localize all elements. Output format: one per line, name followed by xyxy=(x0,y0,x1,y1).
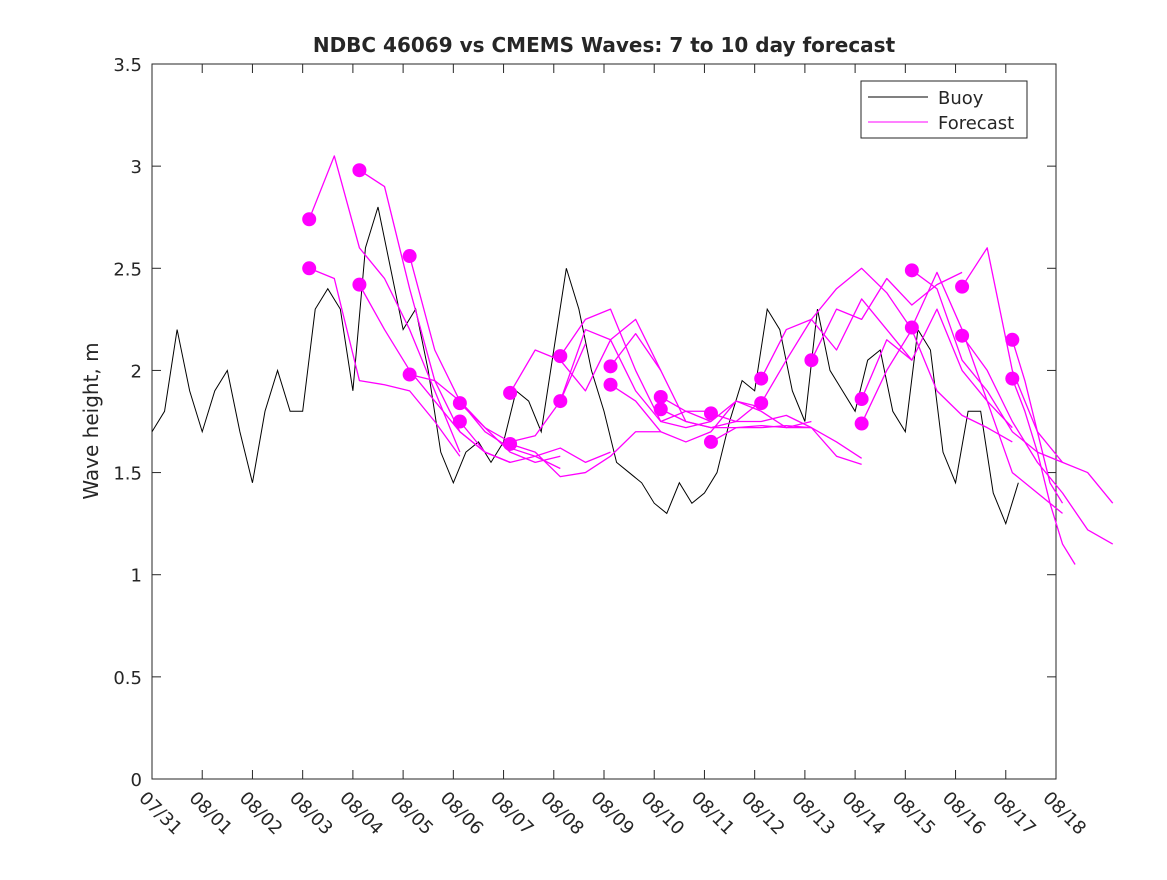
x-tick-label: 08/02 xyxy=(235,788,287,840)
forecast-line xyxy=(509,431,661,478)
forecast-line xyxy=(911,269,1063,463)
forecast-start-marker xyxy=(503,436,518,451)
forecast-start-marker xyxy=(653,402,668,417)
forecast-line xyxy=(710,412,862,459)
forecast-start-marker xyxy=(452,396,467,411)
forecast-start-marker xyxy=(1005,332,1020,347)
forecast-line xyxy=(861,328,1013,443)
forecast-start-marker xyxy=(603,359,618,374)
x-tick-label: 08/11 xyxy=(687,788,739,840)
x-tick-label: 08/16 xyxy=(938,788,990,840)
x-tick-label: 08/10 xyxy=(637,788,689,840)
forecast-line xyxy=(459,421,611,464)
x-tick-label: 08/05 xyxy=(386,788,438,840)
y-tick-label: 0 xyxy=(131,770,142,791)
legend-buoy-label: Buoy xyxy=(938,88,984,109)
forecast-start-marker xyxy=(904,263,919,278)
y-tick-label: 2.5 xyxy=(113,259,142,280)
x-tick-label: 08/13 xyxy=(787,788,839,840)
forecast-start-marker xyxy=(452,414,467,429)
forecast-start-marker xyxy=(955,279,970,294)
forecast-line xyxy=(1011,378,1076,565)
legend-box xyxy=(860,80,1028,139)
forecast-start-marker xyxy=(553,349,568,364)
y-tick-label: 1 xyxy=(131,566,142,587)
y-tick-label: 1.5 xyxy=(113,464,142,485)
forecast-line xyxy=(810,271,963,361)
forecast-start-marker xyxy=(955,328,970,343)
y-tick-label: 3 xyxy=(131,157,142,178)
forecast-start-marker xyxy=(754,396,769,411)
forecast-start-marker xyxy=(854,416,869,431)
x-tick-label: 07/31 xyxy=(134,788,186,840)
forecast-start-marker xyxy=(402,367,417,382)
x-tick-label: 08/06 xyxy=(436,788,488,840)
forecast-line xyxy=(459,343,587,443)
chart-title: NDBC 46069 vs CMEMS Waves: 7 to 10 day f… xyxy=(313,33,896,57)
forecast-start-marker xyxy=(904,320,919,335)
forecast-start-marker xyxy=(603,377,618,392)
forecast-line xyxy=(760,267,913,379)
forecast-line xyxy=(610,333,762,429)
legend: Buoy Forecast xyxy=(860,80,1028,139)
forecast-line xyxy=(911,271,1063,514)
x-tick-label: 08/04 xyxy=(335,788,387,840)
forecast-start-marker xyxy=(352,163,367,178)
forecast-line xyxy=(308,267,461,457)
forecast-line xyxy=(409,255,561,470)
x-tick-label: 08/07 xyxy=(486,788,538,840)
forecast-start-marker xyxy=(553,394,568,409)
forecast-line xyxy=(1011,339,1064,504)
forecast-start-marker xyxy=(402,249,417,264)
forecast-start-marker xyxy=(302,212,317,227)
forecast-line xyxy=(559,308,711,423)
forecast-start-marker xyxy=(754,371,769,386)
forecast-line xyxy=(359,169,511,463)
x-tick-label: 08/15 xyxy=(888,788,940,840)
x-tick-label: 08/03 xyxy=(285,788,337,840)
x-tick-label: 08/09 xyxy=(586,788,638,840)
forecast-start-marker xyxy=(854,392,869,407)
forecast-line xyxy=(961,335,1114,545)
forecast-line xyxy=(710,424,862,466)
plot-area: 00.511.522.533.507/3108/0108/0208/0308/0… xyxy=(113,55,1114,840)
x-tick-label: 08/18 xyxy=(1038,788,1090,840)
x-tick-label: 08/14 xyxy=(838,788,890,840)
forecast-start-marker xyxy=(804,353,819,368)
forecast-start-marker xyxy=(1005,371,1020,386)
forecast-line xyxy=(559,328,712,429)
forecast-start-marker xyxy=(703,406,718,421)
forecast-start-marker xyxy=(503,385,518,400)
forecast-start-marker xyxy=(703,434,718,449)
x-tick-label: 08/17 xyxy=(988,788,1040,840)
legend-forecast-label: Forecast xyxy=(938,113,1014,134)
buoy-series-line xyxy=(151,206,1019,526)
forecast-line xyxy=(308,155,461,453)
x-tick-label: 08/08 xyxy=(536,788,588,840)
forecast-start-marker xyxy=(352,277,367,292)
forecast-start-marker xyxy=(653,389,668,404)
y-tick-label: 2 xyxy=(131,361,142,382)
forecast-line xyxy=(961,247,1114,504)
y-tick-label: 0.5 xyxy=(113,668,142,689)
forecast-line xyxy=(760,298,913,404)
forecast-line xyxy=(358,284,511,463)
forecast-line xyxy=(509,318,662,394)
axes-box xyxy=(151,63,1057,780)
y-axis-label: Wave height, m xyxy=(79,342,103,499)
forecast-start-marker xyxy=(302,261,317,276)
x-tick-label: 08/01 xyxy=(185,788,237,840)
y-tick-label: 3.5 xyxy=(113,55,142,76)
x-tick-label: 08/12 xyxy=(737,788,789,840)
